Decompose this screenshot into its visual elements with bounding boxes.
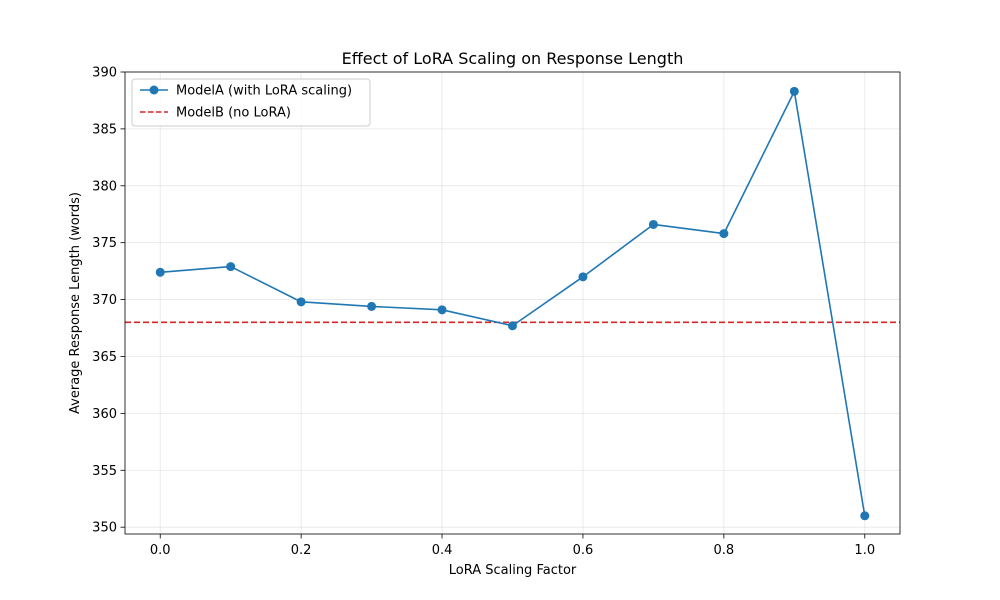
y-tick-label: 380 xyxy=(92,179,117,194)
y-tick-label: 385 xyxy=(92,122,117,137)
legend: ModelA (with LoRA scaling) ModelB (no Lo… xyxy=(131,78,371,127)
y-tick-label: 375 xyxy=(92,236,117,251)
legend-label-model-b: ModelB (no LoRA) xyxy=(176,106,291,121)
model-a-data-point xyxy=(296,297,306,307)
x-tick-label: 0.4 xyxy=(432,543,453,558)
grid xyxy=(125,71,900,534)
y-tick-label: 390 xyxy=(92,66,117,81)
model-a-data-point xyxy=(437,305,447,315)
plot-area-frame xyxy=(124,71,901,535)
legend-label-model-a: ModelA (with LoRA scaling) xyxy=(176,84,352,99)
model-a-data-point xyxy=(789,86,799,96)
axis-ticks: 0.0 0.2 0.4 0.6 0.8 1.0 350 355 360 365 370 375 380 3… xyxy=(92,66,875,559)
y-axis-label: Average Response Length (words) xyxy=(68,192,83,414)
legend-box xyxy=(131,78,371,127)
model-a-data-point xyxy=(648,219,658,229)
model-a-data-point xyxy=(155,267,165,277)
chart-title: Effect of LoRA Scaling on Response Lengt… xyxy=(342,49,684,68)
y-tick-label: 370 xyxy=(92,293,117,308)
y-tick-label: 355 xyxy=(92,464,117,479)
x-tick-label: 0.0 xyxy=(150,543,171,558)
model-a-data-point xyxy=(226,262,236,272)
model-a-series-line xyxy=(160,90,866,516)
model-a-data-point xyxy=(508,321,517,331)
x-tick-label: 0.2 xyxy=(291,543,312,558)
x-tick-label: 0.6 xyxy=(573,543,594,558)
model-a-data-point xyxy=(719,229,729,239)
series-layer xyxy=(155,86,870,521)
y-tick-label: 350 xyxy=(92,521,117,536)
x-tick-label: 0.8 xyxy=(714,543,735,558)
y-tick-label: 365 xyxy=(92,350,117,365)
model-a-data-point xyxy=(578,272,588,282)
x-axis-label: LoRA Scaling Factor xyxy=(449,563,577,578)
x-tick-label: 1.0 xyxy=(854,543,875,558)
model-a-data-point xyxy=(367,301,377,311)
legend-marker-model-a xyxy=(149,85,159,95)
y-tick-label: 360 xyxy=(92,407,117,422)
model-a-data-point xyxy=(860,511,870,521)
